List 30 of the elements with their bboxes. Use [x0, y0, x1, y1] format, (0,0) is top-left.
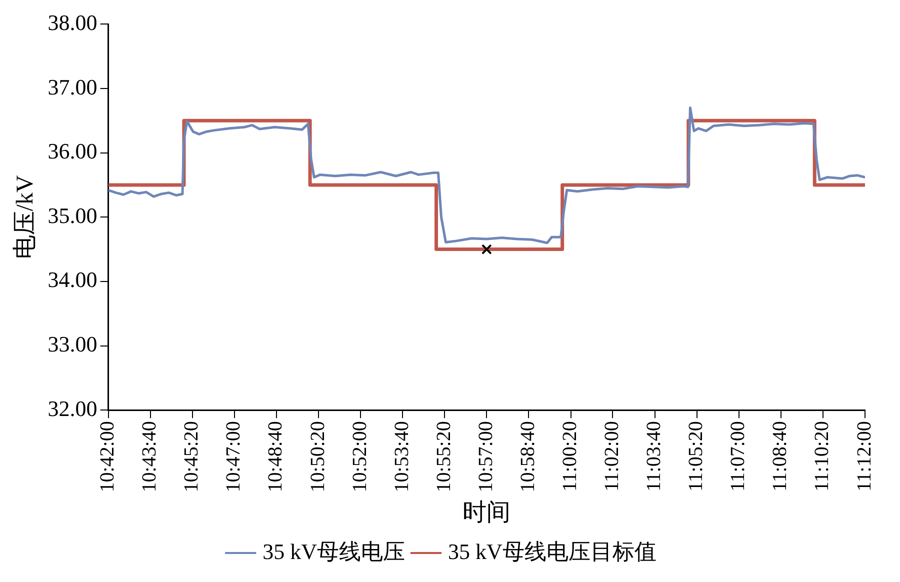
x-tick-label: 10:43:40: [138, 421, 161, 492]
y-tick-label: 35.00: [48, 202, 98, 228]
x-tick-label: 11:02:00: [600, 421, 623, 492]
x-tick-label: 11:12:00: [853, 421, 876, 492]
y-tick-label: 32.00: [48, 396, 98, 421]
x-tick-label: 10:48:40: [264, 421, 287, 492]
y-tick-label: 36.00: [48, 138, 98, 164]
x-axis-title: 时间: [462, 500, 511, 526]
x-tick-label: 11:10:20: [811, 421, 834, 492]
x-tick-label: 10:42:00: [96, 421, 119, 492]
x-tick-label: 11:08:40: [769, 421, 792, 492]
legend-label: 35 kV母线电压: [262, 538, 406, 564]
x-tick-label: 11:05:20: [685, 421, 708, 492]
x-tick-label: 11:00:20: [559, 421, 582, 492]
y-tick-label: 34.00: [48, 267, 98, 292]
x-tick-label: 10:57:00: [474, 421, 497, 492]
legend-label: 35 kV母线电压目标值: [448, 538, 656, 564]
x-tick-label: 10:52:00: [348, 421, 371, 492]
y-axis-title: 电压/kV: [12, 174, 39, 260]
x-tick-label: 10:47:00: [222, 421, 245, 492]
x-tick-label: 10:58:40: [516, 421, 539, 492]
x-tick-label: 10:53:40: [390, 421, 413, 492]
y-tick-label: 38.00: [48, 10, 98, 35]
x-tick-label: 11:03:40: [643, 421, 666, 492]
x-tick-label: 10:50:20: [306, 421, 329, 492]
y-tick-label: 33.00: [48, 332, 98, 357]
x-tick-label: 11:07:00: [727, 421, 750, 492]
x-tick-label: 10:45:20: [180, 421, 203, 492]
y-tick-label: 37.00: [48, 74, 98, 100]
x-tick-label: 10:55:20: [432, 421, 455, 492]
